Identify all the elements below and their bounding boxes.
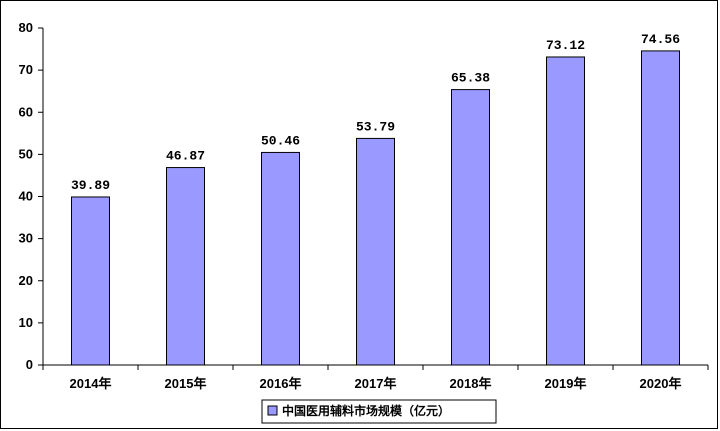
data-label: 74.56 xyxy=(641,32,680,47)
y-tick-label: 20 xyxy=(19,273,33,288)
data-label: 50.46 xyxy=(261,133,300,148)
y-tick-label: 40 xyxy=(19,189,33,204)
y-tick-label: 80 xyxy=(19,20,33,35)
y-tick-label: 60 xyxy=(19,104,33,119)
x-axis: 2014年 2015年 2016年 2017年 2018年 2019年 2020年 xyxy=(42,364,709,391)
y-tick-label: 50 xyxy=(19,146,33,161)
x-tick-label: 2019年 xyxy=(545,376,587,391)
x-tick-label: 2020年 xyxy=(640,376,682,391)
y-tick-label: 10 xyxy=(19,315,33,330)
y-axis: 0 10 20 30 40 50 60 70 80 xyxy=(19,20,44,372)
data-label: 46.87 xyxy=(166,149,205,164)
legend: 中国医用辅料市场规模（亿元） xyxy=(261,399,497,424)
bar xyxy=(356,137,395,366)
y-tick-label: 30 xyxy=(19,231,33,246)
y-tick-label: 70 xyxy=(19,62,33,77)
x-tick-label: 2017年 xyxy=(355,376,397,391)
legend-box xyxy=(261,399,497,424)
data-label: 73.12 xyxy=(546,38,585,53)
bar xyxy=(166,167,205,366)
data-label: 39.89 xyxy=(71,178,110,193)
legend-label: 中国医用辅料市场规模（亿元） xyxy=(282,403,450,418)
data-label: 65.38 xyxy=(451,71,490,86)
bar xyxy=(71,196,110,366)
x-tick-label: 2014年 xyxy=(70,376,112,391)
x-tick-label: 2015年 xyxy=(165,376,207,391)
bar xyxy=(641,50,680,366)
bars: 39.89 46.87 50.46 53.79 65.38 73.12 74.56 xyxy=(71,32,680,366)
bar xyxy=(261,151,300,366)
x-tick-label: 2016年 xyxy=(260,376,302,391)
bar xyxy=(451,89,490,366)
bar xyxy=(546,56,585,366)
data-label: 53.79 xyxy=(356,119,395,134)
y-tick-label: 0 xyxy=(26,357,33,372)
legend-swatch xyxy=(267,405,278,416)
x-tick-label: 2018年 xyxy=(450,376,492,391)
